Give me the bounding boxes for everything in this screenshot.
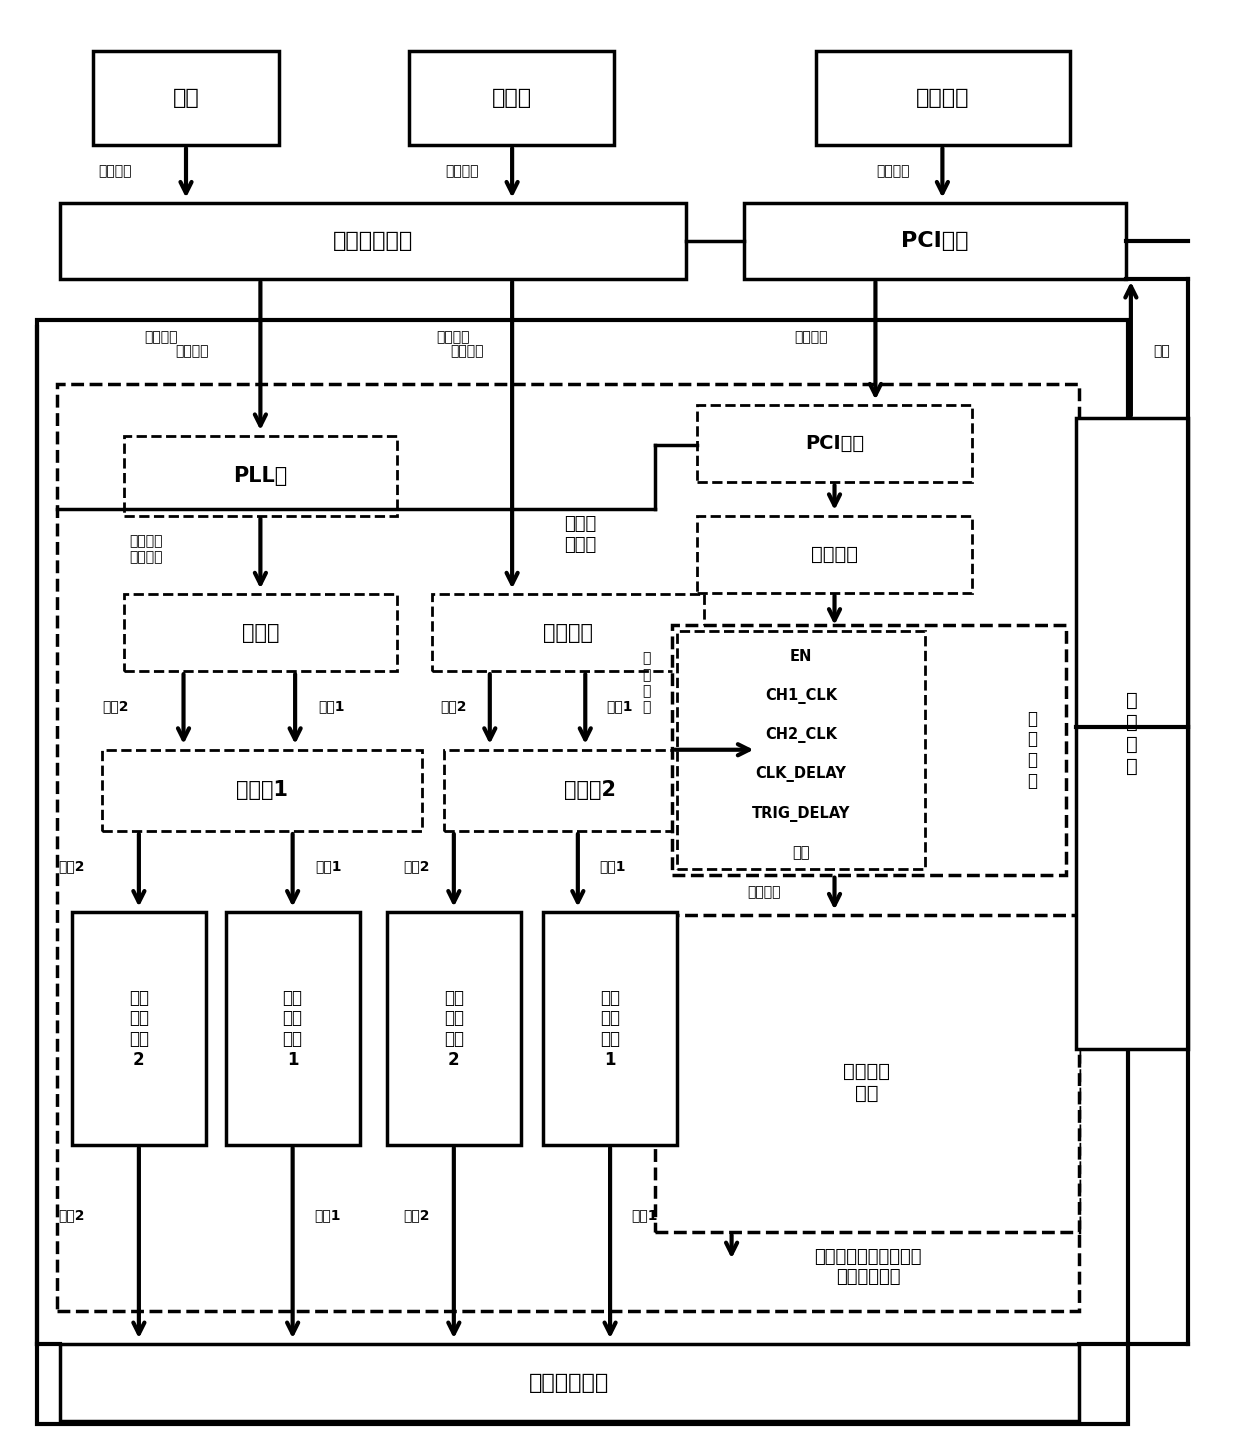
Bar — [655, 915, 1079, 1232]
Text: 高精度双通道共享时钟
触发调延模块: 高精度双通道共享时钟 触发调延模块 — [815, 1248, 921, 1286]
Text: 时钟1: 时钟1 — [317, 699, 345, 713]
Text: 触发1: 触发1 — [631, 1207, 658, 1222]
Text: 计数器1: 计数器1 — [236, 780, 288, 801]
Text: 时钟信号: 时钟信号 — [98, 164, 133, 179]
Bar — [697, 516, 972, 593]
Text: 倍频后的
时钟信号: 倍频后的 时钟信号 — [129, 535, 164, 564]
Text: 触发2: 触发2 — [403, 1207, 430, 1222]
Text: 触发1: 触发1 — [606, 699, 634, 713]
Text: 寄
存
器
组: 寄 存 器 组 — [1027, 709, 1037, 790]
Bar — [60, 1344, 1079, 1421]
Bar — [444, 750, 735, 831]
Text: 电
源
模
块: 电 源 模 块 — [1126, 692, 1138, 776]
Bar — [816, 51, 1070, 145]
Text: 触发1: 触发1 — [599, 859, 626, 873]
Text: PLL核: PLL核 — [233, 466, 288, 485]
Text: 供电: 供电 — [1153, 344, 1171, 359]
Text: 粗
调
参
数: 粗 调 参 数 — [642, 651, 650, 715]
Text: 触发2: 触发2 — [403, 859, 430, 873]
Text: 信号输入接口: 信号输入接口 — [332, 231, 413, 251]
Text: 时钟
延时
芯片
1: 时钟 延时 芯片 1 — [283, 988, 303, 1069]
Text: 时钟信号: 时钟信号 — [144, 330, 179, 344]
Text: 时钟
延时
芯片
2: 时钟 延时 芯片 2 — [129, 988, 149, 1069]
Bar — [677, 631, 925, 869]
Bar — [744, 203, 1126, 279]
Text: 触发源: 触发源 — [491, 89, 532, 108]
Bar — [72, 912, 206, 1145]
Text: 分路模块: 分路模块 — [543, 623, 593, 642]
Bar — [124, 436, 397, 516]
Text: 调延参数: 调延参数 — [794, 330, 828, 344]
Bar — [697, 405, 972, 482]
Bar — [1076, 418, 1188, 1049]
Text: PCI总线: PCI总线 — [901, 231, 968, 251]
Text: 触发信号: 触发信号 — [450, 344, 485, 359]
Text: 时钟2: 时钟2 — [58, 859, 86, 873]
Text: 控制设备: 控制设备 — [916, 89, 970, 108]
Text: 时钟2: 时钟2 — [102, 699, 129, 713]
Text: 时钟1: 时钟1 — [314, 1207, 341, 1222]
Bar — [93, 51, 279, 145]
Bar — [387, 912, 521, 1145]
Text: 时钟2: 时钟2 — [58, 1207, 86, 1222]
Text: 分频器: 分频器 — [242, 623, 279, 642]
Text: CH2_CLK: CH2_CLK — [765, 726, 837, 744]
Bar — [37, 320, 1128, 1424]
Text: 参数解析: 参数解析 — [811, 545, 858, 564]
Text: 信号输出接口: 信号输出接口 — [529, 1373, 609, 1392]
Bar — [102, 750, 422, 831]
Bar — [60, 203, 686, 279]
Text: 时钟信号: 时钟信号 — [175, 344, 210, 359]
Text: 保留: 保留 — [792, 846, 810, 860]
Text: 触发2: 触发2 — [440, 699, 467, 713]
Text: 触发
延时
芯片
1: 触发 延时 芯片 1 — [600, 988, 620, 1069]
Text: 时钟1: 时钟1 — [315, 859, 342, 873]
Text: 调延参数: 调延参数 — [875, 164, 910, 179]
Bar — [57, 384, 1079, 1311]
Bar — [672, 625, 1066, 875]
Text: PCI接口: PCI接口 — [805, 434, 864, 453]
Text: 时钟: 时钟 — [172, 89, 200, 108]
Text: CH1_CLK: CH1_CLK — [765, 687, 837, 705]
Text: EN: EN — [790, 649, 812, 664]
Text: 触发信号: 触发信号 — [435, 330, 470, 344]
Bar — [543, 912, 677, 1145]
Text: 触发信号: 触发信号 — [445, 164, 480, 179]
Bar — [124, 594, 397, 671]
Text: 精调参数: 精调参数 — [746, 885, 781, 899]
Text: 精准延时
模块: 精准延时 模块 — [843, 1062, 890, 1103]
Bar — [409, 51, 614, 145]
Text: TRIG_DELAY: TRIG_DELAY — [751, 805, 851, 822]
Text: 计数器2: 计数器2 — [564, 780, 615, 801]
Text: CLK_DELAY: CLK_DELAY — [755, 766, 847, 783]
Bar — [226, 912, 360, 1145]
Bar — [432, 594, 704, 671]
Text: 调延控
制模块: 调延控 制模块 — [564, 516, 596, 554]
Text: 触发
延时
芯片
2: 触发 延时 芯片 2 — [444, 988, 464, 1069]
